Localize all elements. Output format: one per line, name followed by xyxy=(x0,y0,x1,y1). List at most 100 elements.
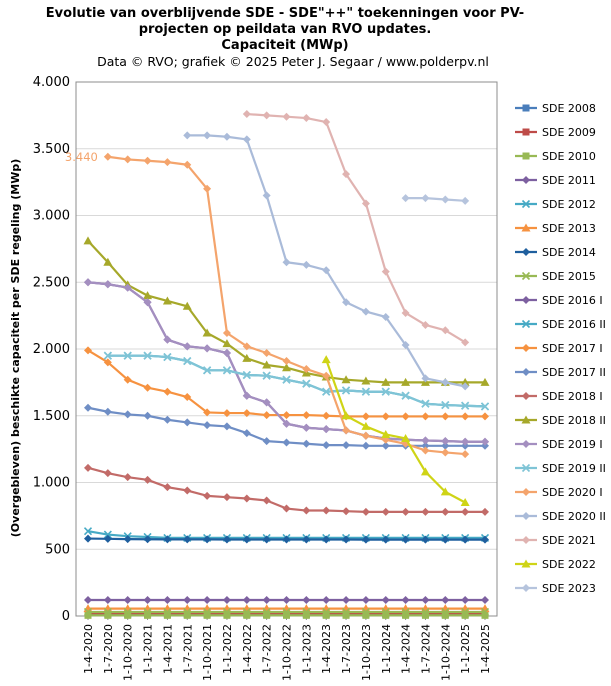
data-point xyxy=(481,611,489,619)
legend-marker xyxy=(522,392,530,400)
data-point xyxy=(361,376,371,385)
series-line xyxy=(107,354,486,408)
data-point xyxy=(183,356,192,366)
y-tick-label: 3.500 xyxy=(33,142,70,157)
legend-item: SDE 2011 xyxy=(515,174,596,187)
x-tick-label: 1-10-2024 xyxy=(439,624,452,681)
legend-item: SDE 2013 xyxy=(515,222,596,235)
data-point xyxy=(361,421,371,430)
data-point xyxy=(163,352,172,362)
data-point xyxy=(401,412,410,421)
data-point xyxy=(282,535,291,544)
legend-item: SDE 2012 xyxy=(515,198,596,211)
data-point xyxy=(203,408,212,417)
x-tick-label: 1-1-2022 xyxy=(221,624,234,674)
data-point xyxy=(163,387,172,396)
data-point xyxy=(242,595,251,604)
data-point xyxy=(242,409,251,418)
data-point xyxy=(441,378,450,387)
data-point xyxy=(381,595,390,604)
legend-item: SDE 2016 I xyxy=(515,294,603,307)
data-point xyxy=(203,344,212,353)
data-point xyxy=(143,156,152,165)
y-tick-label: 1.000 xyxy=(33,476,70,491)
data-point xyxy=(123,155,132,164)
legend-item: SDE 2017 II xyxy=(515,366,606,379)
data-point xyxy=(302,439,311,448)
annotation-label: 3.440 xyxy=(65,150,98,164)
data-point xyxy=(361,535,370,544)
x-tick-label: 1-7-2023 xyxy=(340,624,353,674)
data-point xyxy=(163,335,172,344)
data-point xyxy=(361,441,370,450)
legend-label: SDE 2021 xyxy=(542,534,596,547)
data-point xyxy=(361,307,370,316)
data-point xyxy=(302,595,311,604)
data-point xyxy=(322,506,331,515)
legend-label: SDE 2022 xyxy=(542,558,596,571)
legend-label: SDE 2011 xyxy=(542,174,596,187)
chart-title: Evolutie van overblijvende SDE - SDE"++"… xyxy=(46,6,524,53)
data-point xyxy=(381,507,390,516)
legend-marker xyxy=(521,223,531,232)
data-point xyxy=(420,467,430,476)
data-point xyxy=(342,611,350,619)
data-point xyxy=(162,296,172,305)
data-point xyxy=(480,607,490,617)
data-point xyxy=(242,135,251,144)
y-tick-label: 4.000 xyxy=(33,75,70,90)
data-point xyxy=(103,351,112,360)
data-point xyxy=(262,595,271,604)
annotation-label: 1.213 xyxy=(474,0,507,3)
legend: SDE 2008 SDE 2009 SDE 2010 SDE 2011 SDE 2012… xyxy=(515,102,606,595)
legend-item: SDE 2010 xyxy=(515,150,596,163)
data-point xyxy=(203,184,212,193)
data-point xyxy=(222,132,231,141)
data-point xyxy=(223,611,231,619)
data-point xyxy=(242,494,251,503)
legend-label: SDE 2009 xyxy=(542,126,596,139)
data-point xyxy=(441,412,450,421)
data-point xyxy=(242,370,251,380)
data-point xyxy=(302,535,311,544)
data-point xyxy=(461,441,470,450)
data-point xyxy=(480,377,490,386)
data-point xyxy=(401,433,411,442)
data-point xyxy=(203,611,211,619)
data-point xyxy=(242,353,252,362)
data-point xyxy=(361,412,370,421)
legend-item: SDE 2008 xyxy=(515,102,596,115)
legend-label: SDE 2020 II xyxy=(542,510,606,523)
data-point xyxy=(183,418,192,427)
legend-item: SDE 2019 I xyxy=(515,438,603,451)
x-tick-label: 1-7-2020 xyxy=(102,624,115,674)
data-point xyxy=(103,530,112,539)
data-point xyxy=(302,423,311,432)
data-point xyxy=(183,535,192,544)
series-sde-2022 xyxy=(321,355,470,507)
data-point xyxy=(480,402,490,411)
data-point xyxy=(222,422,231,431)
legend-label: SDE 2023 xyxy=(542,582,596,595)
x-tick-label: 1-4-2020 xyxy=(82,624,95,674)
data-point xyxy=(84,403,92,412)
legend-item: SDE 2014 xyxy=(515,246,596,259)
legend-label: SDE 2013 xyxy=(542,222,596,235)
data-point xyxy=(143,383,152,392)
legend-marker xyxy=(522,368,530,376)
data-point xyxy=(163,483,172,492)
data-point xyxy=(222,366,232,375)
data-point xyxy=(441,326,450,335)
data-point xyxy=(143,595,152,604)
data-point xyxy=(222,409,231,418)
data-point xyxy=(282,438,291,447)
data-point xyxy=(342,595,351,604)
data-point xyxy=(203,595,212,604)
data-point xyxy=(322,371,331,380)
legend-item: SDE 2018 II xyxy=(515,414,606,427)
data-point xyxy=(441,507,450,516)
data-point xyxy=(84,595,92,604)
data-point xyxy=(222,328,231,337)
data-point xyxy=(342,426,351,435)
legend-marker xyxy=(522,128,530,136)
